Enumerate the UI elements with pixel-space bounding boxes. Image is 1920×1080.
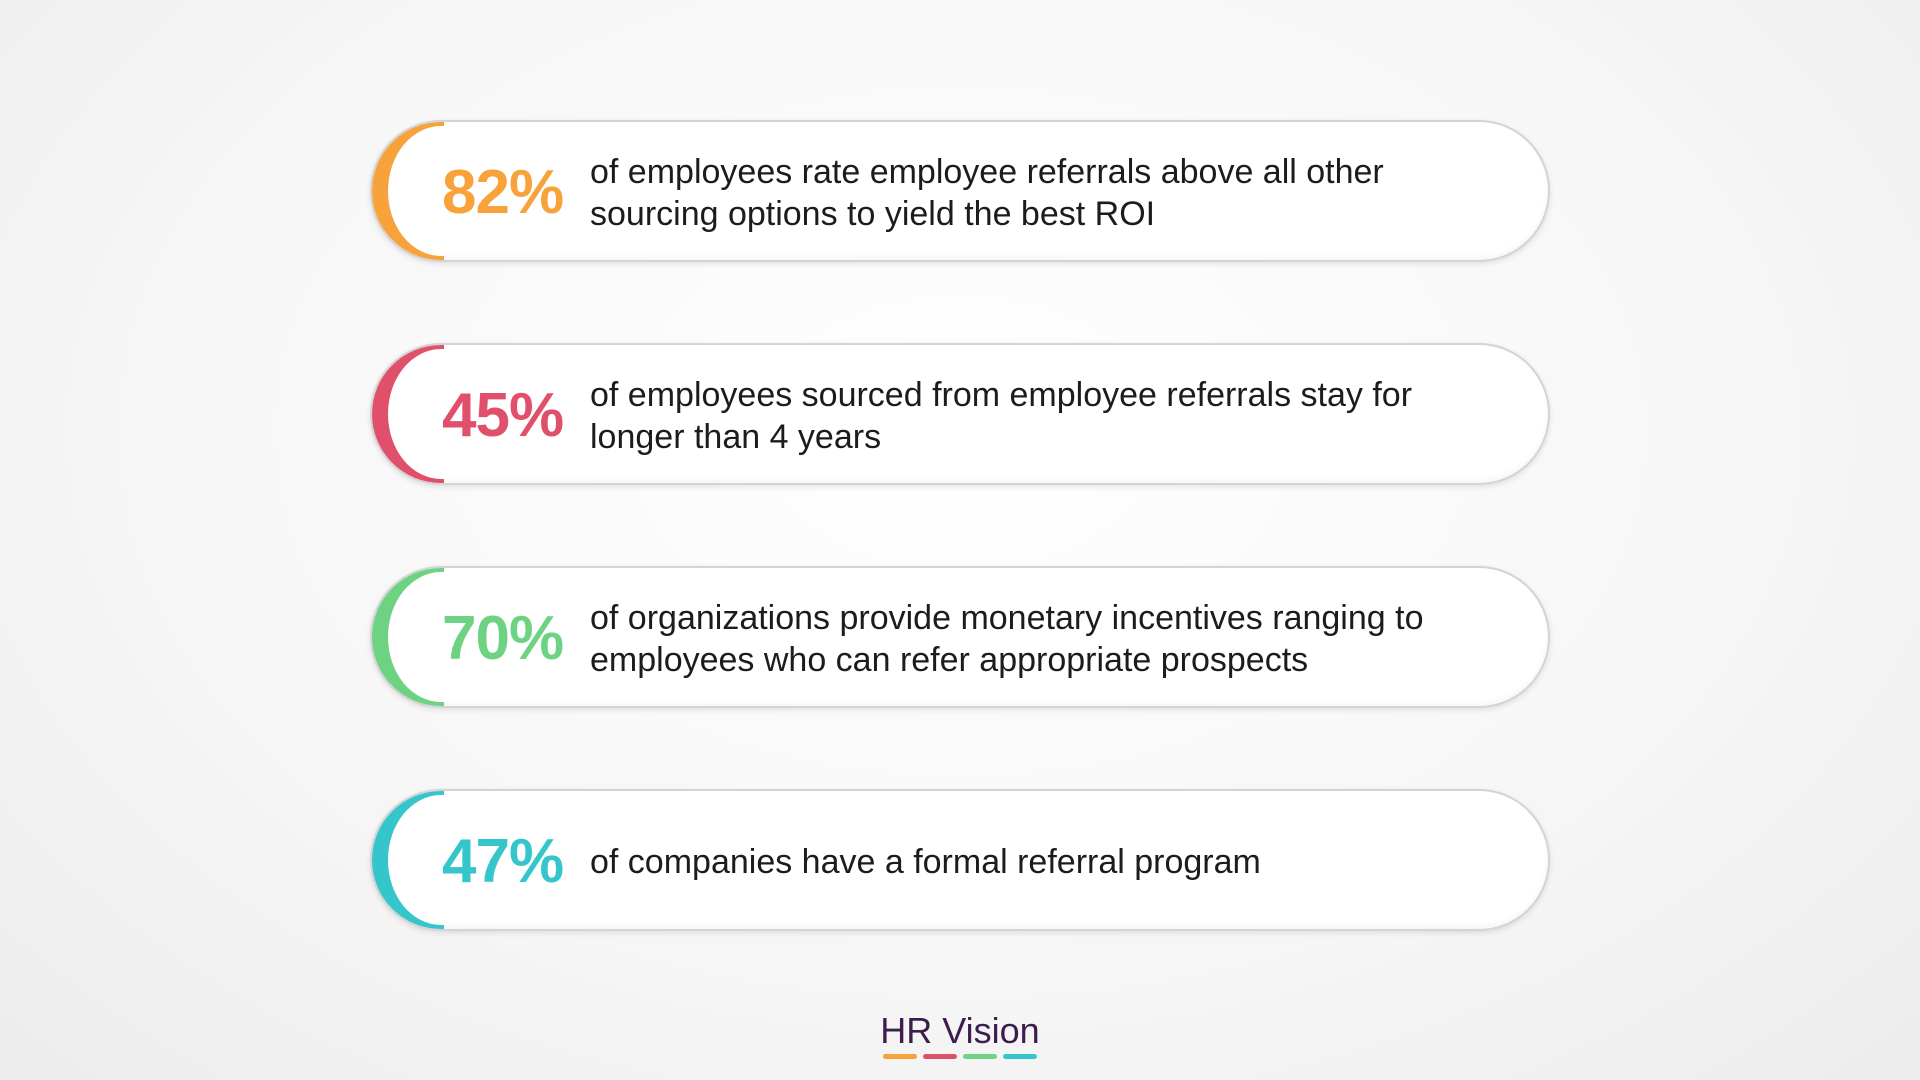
stat-description: of organizations provide monetary incent… <box>590 599 1424 679</box>
brand-logo: HR Vision <box>0 1010 1920 1059</box>
stat-percent: 70% <box>442 604 564 673</box>
arc-accent <box>372 345 444 483</box>
brand-bars <box>0 1054 1920 1059</box>
brand-bar <box>883 1054 917 1059</box>
stat-card-4: 47% of companies have a formal referral … <box>370 789 1550 931</box>
arc-accent <box>372 568 444 706</box>
brand-bar <box>923 1054 957 1059</box>
stat-description: of employees sourced from employee refer… <box>590 376 1413 456</box>
brand-bar <box>963 1054 997 1059</box>
stat-card-3: 70% of organizations provide monetary in… <box>370 566 1550 708</box>
stat-card-2: 45% of employees sourced from employee r… <box>370 343 1550 485</box>
stat-description: of companies have a formal referral prog… <box>590 843 1261 881</box>
stat-percent: 45% <box>442 381 564 450</box>
brand-bar <box>1003 1054 1037 1059</box>
brand-name: HR Vision <box>880 1010 1040 1051</box>
stat-card-1: 82% of employees rate employee referrals… <box>370 120 1550 262</box>
stat-percent: 82% <box>442 158 564 227</box>
stat-description: of employees rate employee referrals abo… <box>590 153 1384 233</box>
stat-percent: 47% <box>442 827 564 896</box>
arc-accent <box>372 122 444 260</box>
arc-accent <box>372 791 444 929</box>
